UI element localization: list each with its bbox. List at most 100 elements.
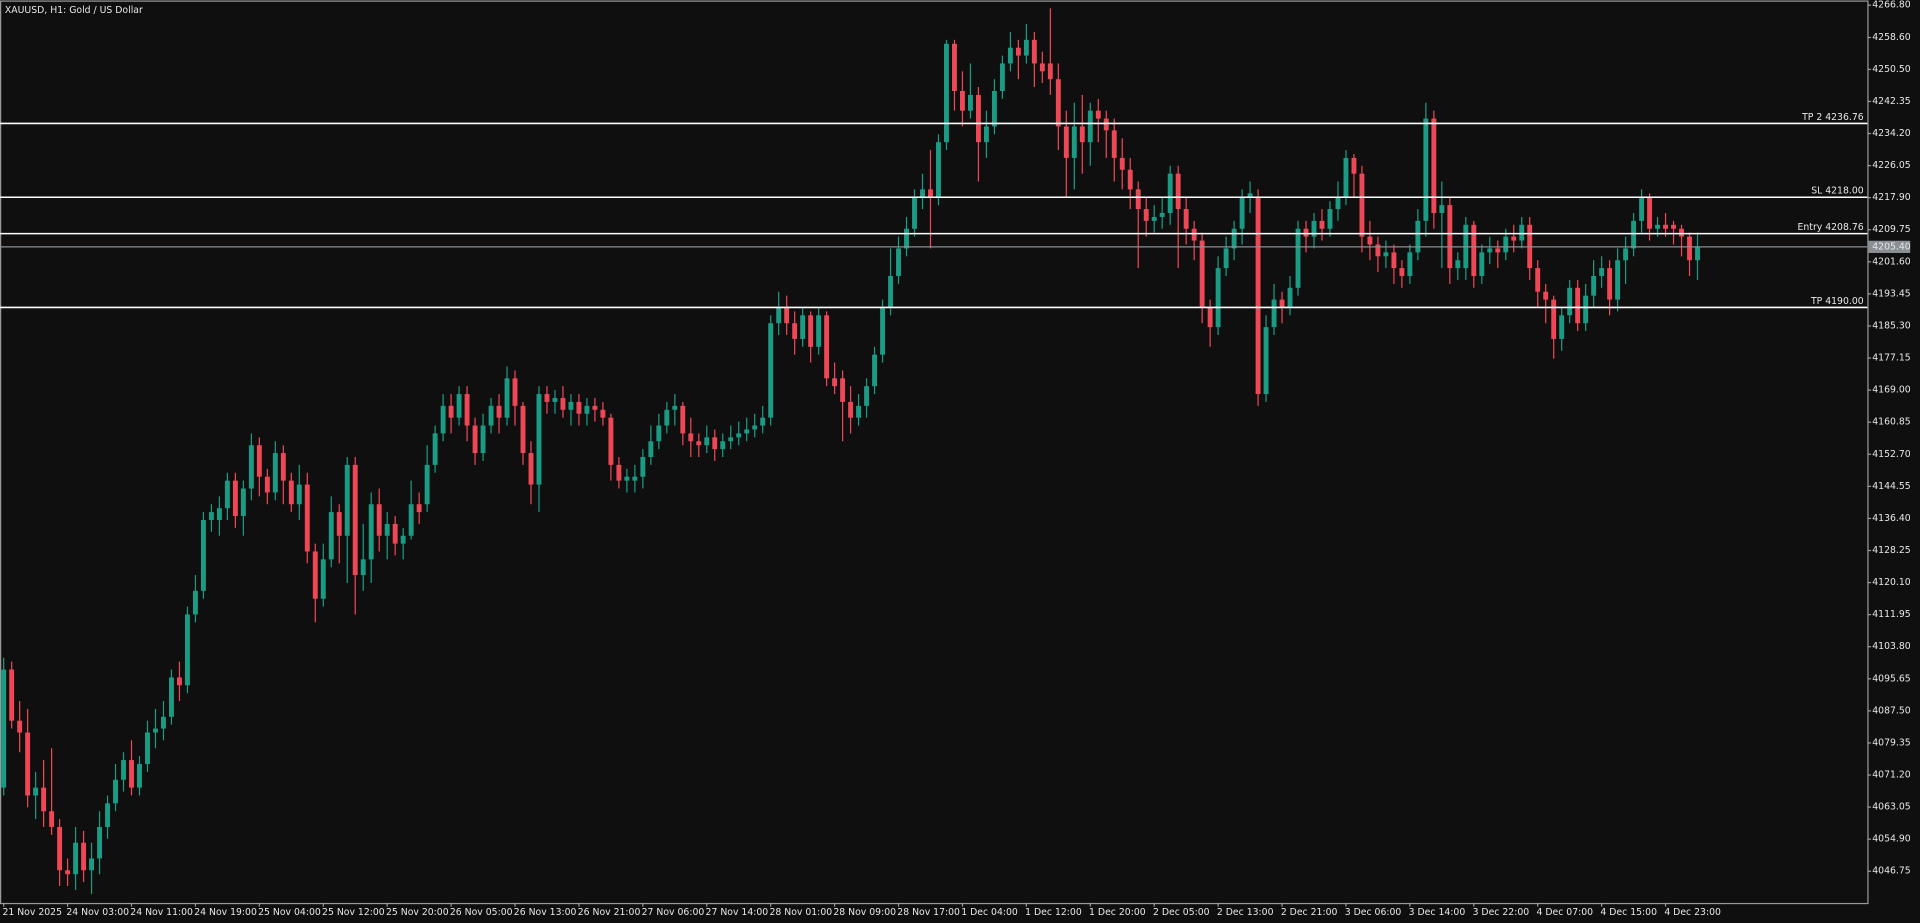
candle-body — [1183, 209, 1189, 229]
candle-body — [208, 512, 214, 520]
candle-body — [720, 441, 726, 450]
candle-body — [1023, 39, 1029, 56]
candle-body — [1111, 130, 1117, 158]
candle-body — [272, 453, 278, 493]
y-tick-label: 4185.30 — [1872, 320, 1911, 331]
y-tick-label: 4128.25 — [1872, 545, 1911, 556]
candle-body — [41, 787, 47, 812]
candle-body — [584, 405, 590, 414]
candle-body — [991, 90, 997, 127]
candle-body — [304, 484, 310, 552]
candle-body — [184, 614, 190, 686]
candle-body — [864, 386, 870, 406]
candle-body — [752, 425, 758, 430]
candle-body — [424, 464, 430, 505]
candle-body — [81, 842, 87, 871]
candle-body — [1295, 228, 1301, 288]
candle-body — [848, 401, 854, 418]
candle-body — [999, 63, 1005, 91]
candle-body — [416, 504, 422, 513]
current-price-label: 4205.40 — [1872, 241, 1911, 252]
candle-body — [808, 315, 814, 347]
x-tick-label: 3 Dec 14:00 — [1409, 907, 1466, 918]
x-tick-label: 25 Nov 20:00 — [386, 907, 449, 918]
candle-body — [17, 720, 23, 733]
candle-body — [1191, 228, 1197, 241]
candle-body — [73, 842, 79, 875]
candle-body — [504, 378, 510, 418]
x-tick-label: 2 Dec 21:00 — [1281, 907, 1338, 918]
candle-body — [240, 488, 246, 517]
candle-body — [576, 401, 582, 414]
candle-body — [9, 669, 15, 721]
candle-body — [89, 858, 95, 871]
candle-body — [1671, 224, 1676, 229]
x-tick-label: 1 Dec 12:00 — [1025, 907, 1082, 918]
x-tick-label: 28 Nov 01:00 — [769, 907, 832, 918]
y-tick-label: 4095.65 — [1872, 673, 1911, 684]
x-tick-label: 25 Nov 12:00 — [322, 907, 385, 918]
candle-body — [920, 189, 925, 198]
candle-body — [1015, 47, 1021, 56]
x-tick-label: 2 Dec 05:00 — [1153, 907, 1210, 918]
candle-body — [1103, 118, 1109, 131]
level-label: TP 2 4236.76 — [1801, 112, 1864, 123]
candle-body — [1599, 268, 1605, 276]
candle-body — [816, 315, 822, 347]
candle-body — [1047, 63, 1053, 80]
x-tick-label: 4 Dec 23:00 — [1664, 907, 1721, 918]
candle-body — [1351, 157, 1357, 174]
candle-body — [1311, 220, 1317, 237]
candle-body — [200, 519, 206, 591]
candle-body — [440, 405, 446, 434]
x-tick-label: 3 Dec 22:00 — [1473, 907, 1530, 918]
candle-body — [792, 323, 798, 339]
candle-body — [25, 732, 31, 796]
candle-body — [1119, 157, 1125, 170]
y-tick-label: 4250.50 — [1872, 64, 1911, 75]
candle-body — [1407, 252, 1413, 276]
candle-body — [1423, 118, 1429, 221]
candle-body — [1159, 213, 1165, 217]
candle-body — [456, 394, 462, 418]
candle-body — [960, 90, 965, 111]
candle-body — [1063, 126, 1069, 158]
candle-body — [1583, 295, 1589, 324]
y-tick-label: 4177.15 — [1872, 353, 1911, 364]
candle-body — [1247, 193, 1253, 198]
y-tick-label: 4217.90 — [1872, 192, 1911, 203]
candle-body — [368, 504, 374, 560]
candle-body — [616, 464, 622, 481]
candle-body — [656, 425, 662, 442]
candle-body — [696, 441, 702, 446]
x-tick-label: 25 Nov 04:00 — [258, 907, 321, 918]
candle-body — [1695, 246, 1700, 261]
candle-body — [1135, 189, 1141, 210]
candle-body — [1071, 126, 1077, 158]
candle-body — [1231, 228, 1237, 249]
candle-body — [640, 457, 646, 477]
candle-body — [33, 787, 39, 796]
x-tick-label: 26 Nov 21:00 — [578, 907, 641, 918]
candle-body — [1655, 224, 1661, 229]
candle-body — [472, 425, 478, 454]
candle-body — [1087, 110, 1093, 143]
candle-body — [352, 464, 358, 576]
candle-body — [1567, 287, 1573, 316]
candle-body — [1391, 252, 1397, 269]
x-tick-label: 28 Nov 09:00 — [833, 907, 896, 918]
candle-body — [1167, 173, 1173, 214]
y-tick-label: 4063.05 — [1872, 802, 1911, 813]
level-label: Entry 4208.76 — [1798, 222, 1864, 233]
candle-body — [1271, 299, 1277, 328]
candle-body — [536, 394, 542, 485]
candle-body — [712, 437, 718, 450]
candle-body — [153, 728, 158, 733]
candle-body — [145, 732, 150, 764]
candle-body — [512, 378, 518, 406]
candle-body — [1607, 268, 1613, 300]
candle-body — [768, 323, 774, 418]
candle-body — [97, 826, 102, 859]
